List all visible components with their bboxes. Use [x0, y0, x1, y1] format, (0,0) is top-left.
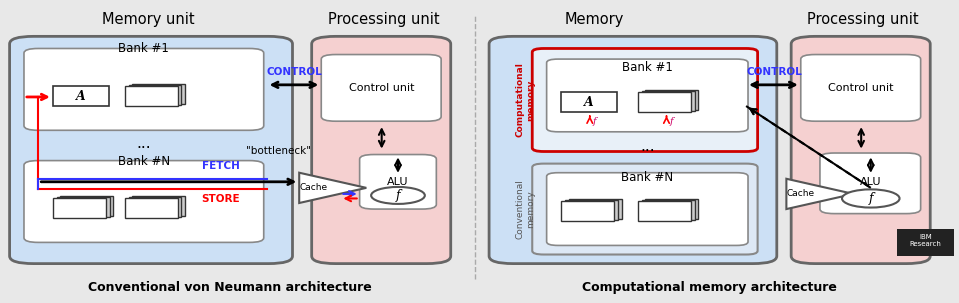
FancyBboxPatch shape	[125, 86, 177, 106]
Text: A: A	[76, 90, 85, 103]
Text: Conventional
memory: Conventional memory	[516, 179, 535, 239]
Text: Bank #1: Bank #1	[621, 61, 673, 74]
FancyBboxPatch shape	[129, 197, 181, 217]
FancyBboxPatch shape	[791, 36, 930, 264]
FancyBboxPatch shape	[547, 59, 748, 132]
FancyBboxPatch shape	[897, 229, 954, 256]
FancyBboxPatch shape	[645, 199, 698, 219]
Text: f: f	[669, 117, 673, 126]
Text: Control unit: Control unit	[349, 83, 414, 93]
Text: Memory: Memory	[565, 12, 624, 27]
Text: ...: ...	[136, 136, 152, 152]
FancyBboxPatch shape	[638, 92, 690, 112]
FancyBboxPatch shape	[642, 91, 694, 111]
FancyBboxPatch shape	[532, 48, 758, 152]
FancyBboxPatch shape	[132, 196, 185, 216]
FancyBboxPatch shape	[801, 55, 921, 121]
Text: f: f	[869, 192, 873, 205]
FancyBboxPatch shape	[132, 84, 185, 104]
FancyBboxPatch shape	[321, 55, 441, 121]
FancyBboxPatch shape	[57, 197, 109, 217]
Text: f: f	[593, 117, 596, 126]
FancyBboxPatch shape	[129, 85, 181, 105]
FancyBboxPatch shape	[53, 86, 109, 106]
Text: CONTROL: CONTROL	[267, 67, 322, 77]
Text: A: A	[584, 96, 594, 109]
Text: "bottleneck": "bottleneck"	[246, 146, 311, 157]
FancyBboxPatch shape	[820, 153, 921, 214]
Text: Cache: Cache	[786, 189, 815, 198]
Text: Computational memory architecture: Computational memory architecture	[582, 281, 837, 294]
FancyBboxPatch shape	[489, 36, 777, 264]
FancyBboxPatch shape	[547, 173, 748, 245]
FancyBboxPatch shape	[24, 48, 264, 130]
Text: ALU: ALU	[387, 177, 409, 187]
Text: Computational
memory: Computational memory	[516, 62, 535, 138]
FancyBboxPatch shape	[645, 90, 698, 110]
Polygon shape	[299, 173, 366, 203]
FancyBboxPatch shape	[561, 201, 614, 221]
Text: Bank #1: Bank #1	[118, 42, 170, 55]
FancyBboxPatch shape	[24, 161, 264, 242]
Text: Bank #N: Bank #N	[118, 155, 170, 168]
FancyBboxPatch shape	[10, 36, 292, 264]
FancyBboxPatch shape	[53, 198, 105, 218]
Circle shape	[842, 189, 900, 208]
Text: Conventional von Neumann architecture: Conventional von Neumann architecture	[88, 281, 372, 294]
Text: Bank #N: Bank #N	[621, 171, 673, 184]
FancyBboxPatch shape	[125, 198, 177, 218]
FancyBboxPatch shape	[642, 200, 694, 220]
FancyBboxPatch shape	[60, 196, 113, 216]
FancyBboxPatch shape	[638, 201, 690, 221]
Circle shape	[371, 187, 425, 204]
FancyBboxPatch shape	[569, 199, 621, 219]
Polygon shape	[786, 179, 854, 209]
Text: f: f	[396, 189, 400, 202]
Text: CONTROL: CONTROL	[746, 67, 802, 77]
FancyBboxPatch shape	[561, 92, 618, 112]
Text: ...: ...	[640, 139, 655, 155]
FancyBboxPatch shape	[312, 36, 451, 264]
FancyBboxPatch shape	[565, 200, 618, 220]
FancyBboxPatch shape	[360, 155, 436, 209]
Text: Processing unit: Processing unit	[807, 12, 919, 27]
Text: STORE: STORE	[201, 194, 240, 204]
Text: Cache: Cache	[299, 183, 328, 192]
Text: Memory unit: Memory unit	[103, 12, 195, 27]
Text: Control unit: Control unit	[829, 83, 894, 93]
FancyBboxPatch shape	[532, 164, 758, 255]
Text: Processing unit: Processing unit	[328, 12, 439, 27]
Text: IBM
Research: IBM Research	[909, 235, 942, 247]
Text: ALU: ALU	[860, 177, 881, 187]
Text: FETCH: FETCH	[202, 161, 240, 171]
